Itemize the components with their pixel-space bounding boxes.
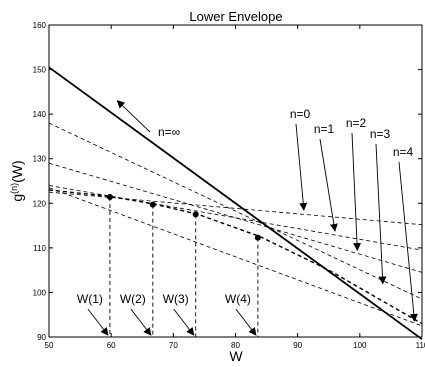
series-line-envelope (48, 189, 423, 325)
series-annotation-arrow (319, 138, 338, 232)
point-label-arrow (87, 308, 109, 336)
envelope-point (192, 211, 199, 218)
series-annotation: n=3 (370, 127, 391, 141)
chart-title: Lower Envelope (189, 9, 282, 24)
envelope-point (106, 194, 113, 201)
point-label: W(2) (120, 292, 146, 306)
points-layer (106, 194, 261, 241)
envelope-point (254, 234, 261, 241)
series-annotation: n=2 (346, 116, 367, 130)
x-tick-label: 60 (107, 341, 116, 350)
series-annotation: n=4 (393, 145, 414, 159)
series-line-n3 (48, 122, 423, 300)
series-line-n (48, 66, 423, 340)
x-tick-label: 70 (169, 341, 178, 350)
series-annotation: n=1 (314, 122, 335, 136)
y-tick-label: 130 (33, 155, 47, 164)
y-axis-label: g(n)(W) (9, 160, 25, 201)
series-line-n2 (48, 162, 423, 273)
x-tick-label: 80 (231, 341, 240, 350)
series-line-n1 (48, 185, 423, 251)
envelope-point (149, 201, 156, 208)
series-line-n4 (48, 187, 423, 327)
y-tick-label: 120 (33, 199, 47, 208)
point-label: W(1) (77, 292, 103, 306)
y-axis-label-tail: (W) (9, 160, 25, 183)
y-tick-label: 150 (33, 66, 47, 75)
point-label-arrow (130, 308, 152, 336)
y-axis-label-superscript: (n) (9, 183, 19, 194)
annotations-layer: W(1) W(2) W(3) W(4) n=∞ n=0n=1 n=2n=3n=4 (77, 100, 418, 336)
x-tick-label: 110 (416, 341, 425, 350)
x-tick-label: 100 (353, 341, 367, 350)
y-axis-ticks: 90 100 110 120 130 140 150 160 (33, 21, 422, 342)
series-annotation-arrow (398, 161, 418, 322)
series-annotation-arrow (295, 123, 308, 211)
point-label-arrow (235, 308, 257, 336)
drop-lines (109, 197, 259, 337)
x-axis-ticks: 50 60 70 80 90 100 110 (45, 25, 425, 350)
y-tick-label: 160 (33, 21, 47, 30)
y-tick-label: 100 (33, 288, 47, 297)
x-tick-label: 50 (45, 341, 54, 350)
y-tick-label: 140 (33, 110, 47, 119)
series-layer (48, 66, 423, 340)
y-tick-label: 110 (33, 244, 46, 253)
series-annotation: n=∞ (158, 125, 180, 139)
x-axis-label: W (229, 348, 243, 364)
series-annotation-arrow (375, 143, 387, 285)
x-tick-label: 90 (293, 341, 302, 350)
y-tick-label: 90 (37, 333, 46, 342)
series-annotation: n=0 (290, 107, 311, 121)
point-label-arrow (173, 308, 195, 336)
series-annotation-arrow (351, 132, 362, 252)
y-axis-label-main: g (9, 194, 25, 202)
point-label: W(4) (225, 292, 251, 306)
plot-frame (48, 24, 423, 338)
series-annotation-arrow (116, 100, 151, 133)
point-label: W(3) (163, 292, 189, 306)
